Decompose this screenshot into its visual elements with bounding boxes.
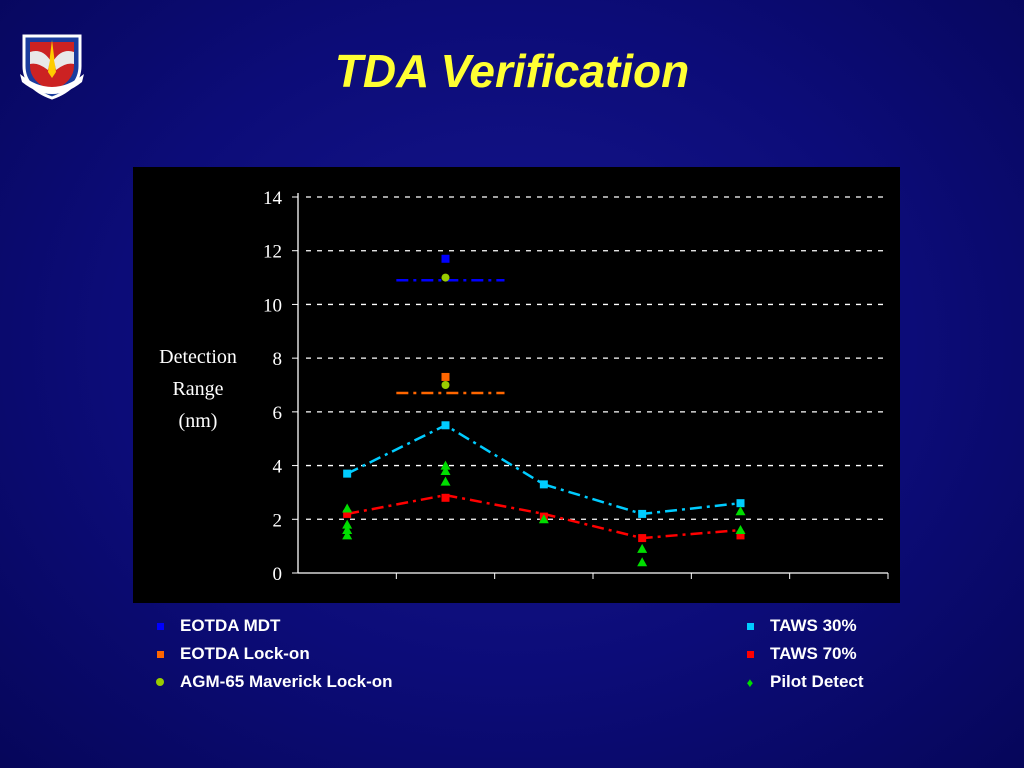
diamond-marker-icon: ♦ xyxy=(746,674,754,690)
circle-marker-icon xyxy=(140,675,180,689)
y-tick-label: 8 xyxy=(273,349,283,370)
slide-title: TDA Verification xyxy=(334,45,690,97)
legend-item-taws70: TAWS 70% xyxy=(730,640,864,668)
taws-30--point xyxy=(539,480,548,489)
y-tick-label: 4 xyxy=(273,457,283,478)
pilot-detect-point xyxy=(440,476,451,486)
eotda-mdt-point xyxy=(441,254,450,263)
taws-30--point xyxy=(441,421,450,430)
pilot-detect-point xyxy=(342,530,353,540)
taws-30--point xyxy=(736,499,745,508)
taws-70--point xyxy=(441,493,450,502)
legend-item-eotda-mdt: EOTDA MDT xyxy=(140,612,393,640)
taws-30--point xyxy=(638,509,647,518)
y-axis-label-line: Range xyxy=(172,378,223,400)
taws-70--point xyxy=(343,509,352,518)
y-axis-label-line: (nm) xyxy=(179,410,218,432)
pilot-detect-point xyxy=(440,460,451,470)
legend-item-taws30: TAWS 30% xyxy=(730,612,864,640)
legend-right: TAWS 30% TAWS 70% ♦ Pilot Detect xyxy=(730,612,864,696)
pilot-detect-point xyxy=(440,465,451,475)
y-tick-label: 6 xyxy=(273,403,283,424)
y-tick-label: 12 xyxy=(263,242,282,263)
chart-panel: Detection Range (nm) 0 2 4 6 8 10 12 14 xyxy=(133,167,900,603)
legend-left: EOTDA MDT EOTDA Lock-on AGM-65 Maverick … xyxy=(140,612,393,696)
pilot-detect-point xyxy=(342,519,353,529)
y-tick-label: 10 xyxy=(263,295,282,316)
grid-lines xyxy=(306,196,888,520)
axes xyxy=(292,193,889,579)
y-tick-label: 2 xyxy=(273,510,283,531)
y-axis-label: Detection Range (nm) xyxy=(159,346,237,432)
legend-label: TAWS 70% xyxy=(770,644,857,663)
y-axis-label-line: Detection xyxy=(159,346,237,368)
taws-70--point xyxy=(736,531,745,540)
square-marker-icon xyxy=(730,619,770,633)
pilot-detect-point xyxy=(637,543,648,553)
eotda-lock-on-point xyxy=(441,372,450,381)
taws-30--point xyxy=(343,469,352,478)
legend-item-eotda-lockon: EOTDA Lock-on xyxy=(140,640,393,668)
legend-label: EOTDA MDT xyxy=(180,616,281,635)
agm-65-maverick-lock-on-point xyxy=(441,273,450,282)
y-tick-label: 14 xyxy=(263,188,283,209)
legend-label: Pilot Detect xyxy=(770,672,864,691)
taws-30--line xyxy=(346,423,741,516)
legend-item-agm65: AGM-65 Maverick Lock-on xyxy=(140,668,393,696)
pilot-detect-point xyxy=(538,514,549,524)
pilot-detect-point xyxy=(637,557,648,567)
taws-70--point xyxy=(638,534,647,543)
legend-item-pilot-detect: ♦ Pilot Detect xyxy=(730,668,864,696)
agm-65-maverick-lock-on-point xyxy=(441,381,450,389)
pilot-detect-point xyxy=(342,525,353,535)
pilot-detect-point xyxy=(735,506,746,516)
legend-label: TAWS 30% xyxy=(770,616,857,635)
square-marker-icon xyxy=(730,647,770,661)
legend-label: AGM-65 Maverick Lock-on xyxy=(180,672,393,691)
y-tick-label: 0 xyxy=(273,564,283,585)
y-tick-labels: 0 2 4 6 8 10 12 14 xyxy=(263,188,283,585)
air-combat-command-logo xyxy=(20,34,84,100)
detection-range-chart: Detection Range (nm) 0 2 4 6 8 10 12 14 xyxy=(159,188,889,585)
pilot-detect-point xyxy=(342,503,353,513)
square-marker-icon xyxy=(140,619,180,633)
series-lines xyxy=(346,279,741,540)
square-marker-icon xyxy=(140,647,180,661)
legend-label: EOTDA Lock-on xyxy=(180,644,310,663)
pilot-detect-point xyxy=(735,525,746,535)
data-markers xyxy=(342,254,746,567)
